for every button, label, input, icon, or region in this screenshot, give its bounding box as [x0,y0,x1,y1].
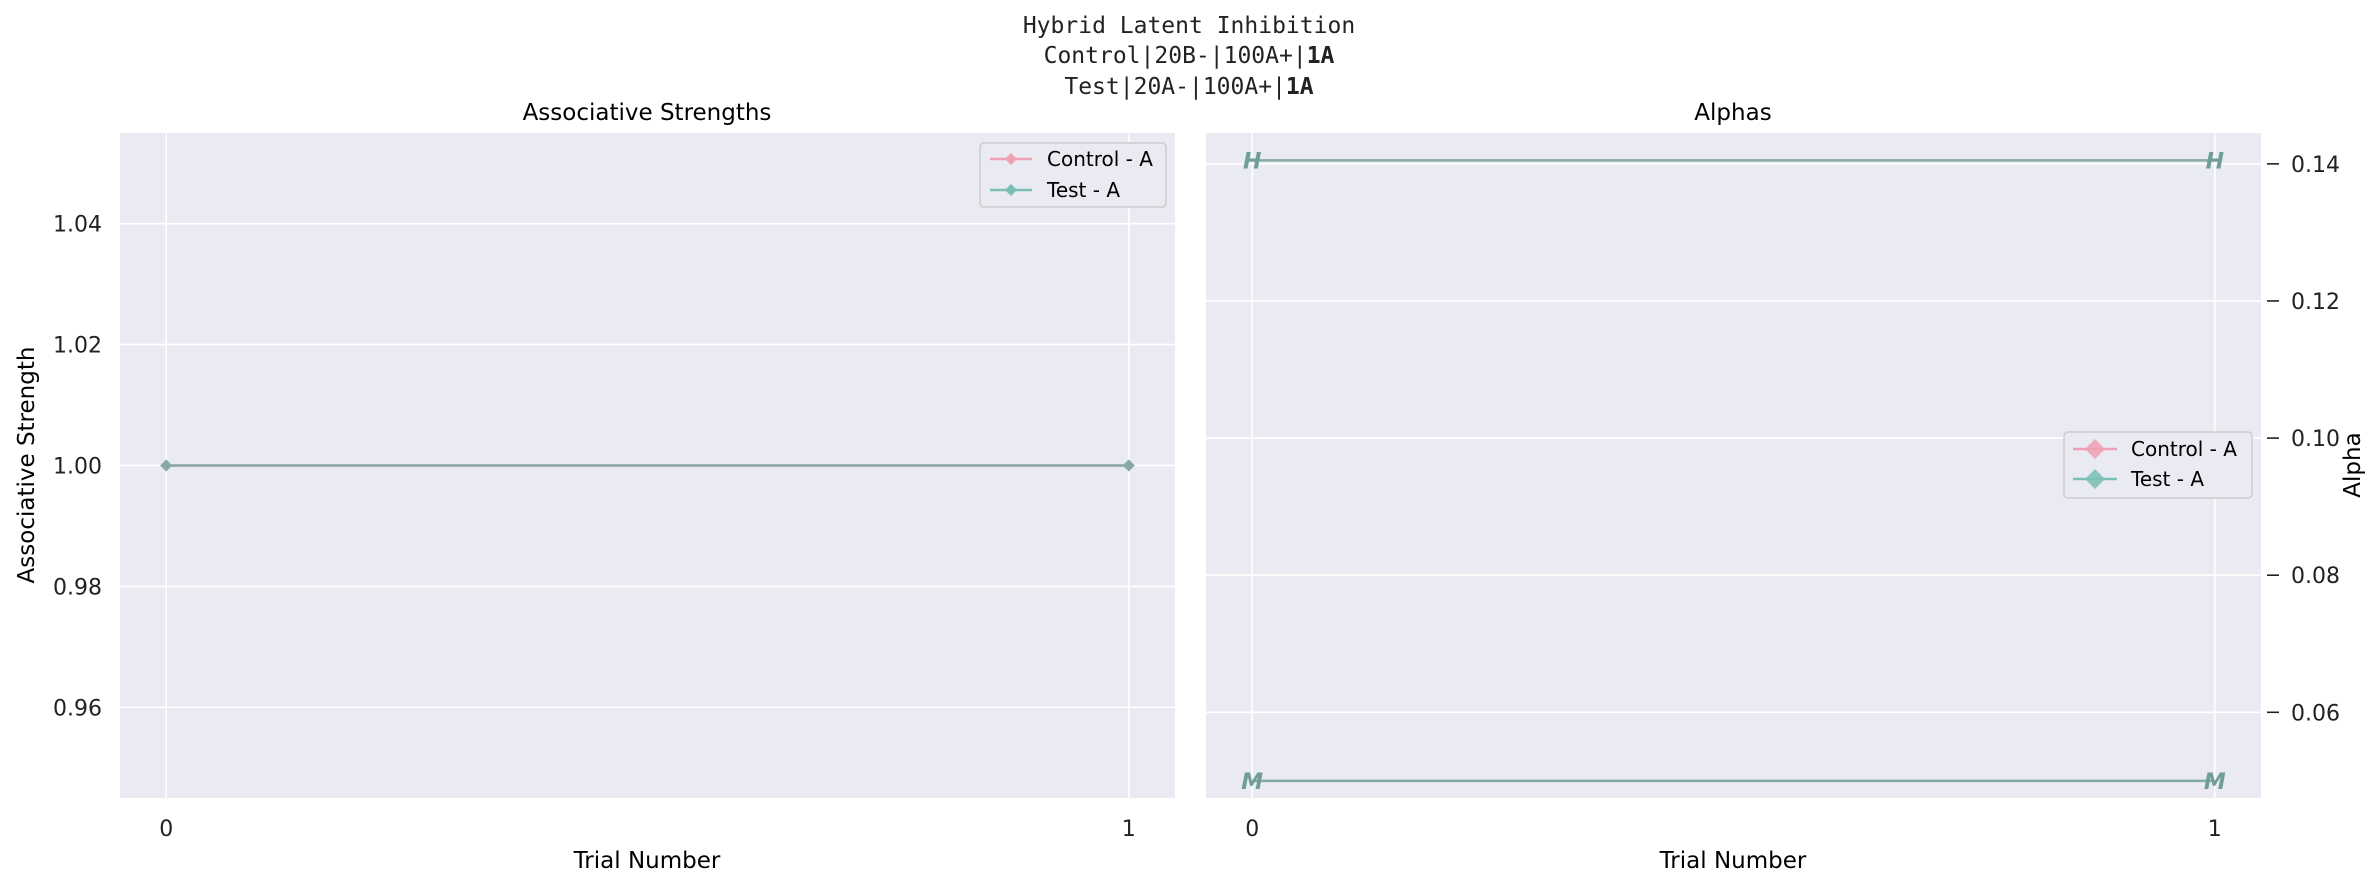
panel-alphas: H H M M 0.06 0.08 0.10 0.12 0.14 0 1 Alphas Trial… [1206,100,2366,874]
legend-left-test-marker [1005,184,1017,196]
x-tick-label-left: 0 [159,817,173,842]
legend-left-control-label: Control - A [1047,147,1153,171]
panel-associative-strengths: 0.96 0.98 1.00 1.02 1.04 0 1 Associative Stren… [14,100,1175,874]
y-tick-label-right: 0.12 [2291,290,2340,315]
suptitle-line-3: Test|20A-|100A+|1A [1064,74,1313,100]
legend-left: Control - A Test - A [979,142,1167,208]
suptitle-line-2: Control|20B-|100A+|1A [1044,43,1335,69]
alpha-marker-1-1: M [2204,770,2226,795]
x-tick-label-left: 1 [1122,817,1136,842]
panel-title-left: Associative Strengths [523,100,772,126]
legend-left-control-marker [1005,153,1017,165]
suptitle-line-3-bold: 1A [1286,74,1314,100]
legend-right-test-label: Test - A [2130,467,2204,491]
series-point-1-0 [160,459,173,472]
series-lines-left [160,459,1135,472]
tick-labels-left: 0.96 0.98 1.00 1.02 1.04 0 1 [53,213,1136,842]
x-axis-label-left: Trial Number [573,848,721,874]
x-tick-label-right: 0 [1245,817,1259,842]
legend-right: Control - A Test - A [2063,431,2253,499]
alpha-marker-0-0: H [1243,149,1261,174]
y-tick-label-left: 0.98 [53,575,102,600]
x-tick-label-right: 1 [2208,817,2222,842]
y-tick-label-left: 1.00 [53,455,102,480]
y-tick-label-right: 0.08 [2291,564,2340,589]
y-tick-label-left: 1.04 [53,213,102,238]
tick-labels-right: 0.06 0.08 0.10 0.12 0.14 0 1 [1245,153,2340,842]
panel-title-right: Alphas [1694,100,1771,126]
legend-right-control-label: Control - A [2131,437,2237,461]
series-point-1-1 [1122,459,1135,472]
y-tick-label-left: 1.02 [53,334,102,359]
x-axis-label-right: Trial Number [1659,848,1807,874]
y-tick-label-right: 0.10 [2291,427,2340,452]
suptitle: Hybrid Latent Inhibition Control|20B-|10… [1023,13,1355,100]
series-lines-right: H H M M [1241,149,2226,794]
suptitle-line-3-plain: Test|20A-|100A+| [1064,74,1286,100]
y-tick-label-right: 0.06 [2291,701,2340,726]
alpha-marker-1-0: M [1241,770,1263,795]
alpha-marker-0-1: H [2206,149,2224,174]
legend-left-test-label: Test - A [1046,178,1120,202]
y-axis-label-right: Alpha [2340,432,2366,497]
suptitle-line-1-plain: Hybrid Latent Inhibition [1023,13,1355,39]
y-axis-label-left: Associative Strength [14,347,40,584]
suptitle-line-2-bold: 1A [1307,43,1335,69]
y-tick-label-right: 0.14 [2291,153,2340,178]
legend-right-control-marker [2085,439,2105,459]
suptitle-line-1: Hybrid Latent Inhibition [1023,13,1355,39]
legend-right-test-marker [2085,469,2105,489]
suptitle-line-2-plain: Control|20B-|100A+| [1044,43,1307,69]
grid-right [1206,133,2261,798]
y-tick-label-left: 0.96 [53,696,102,721]
